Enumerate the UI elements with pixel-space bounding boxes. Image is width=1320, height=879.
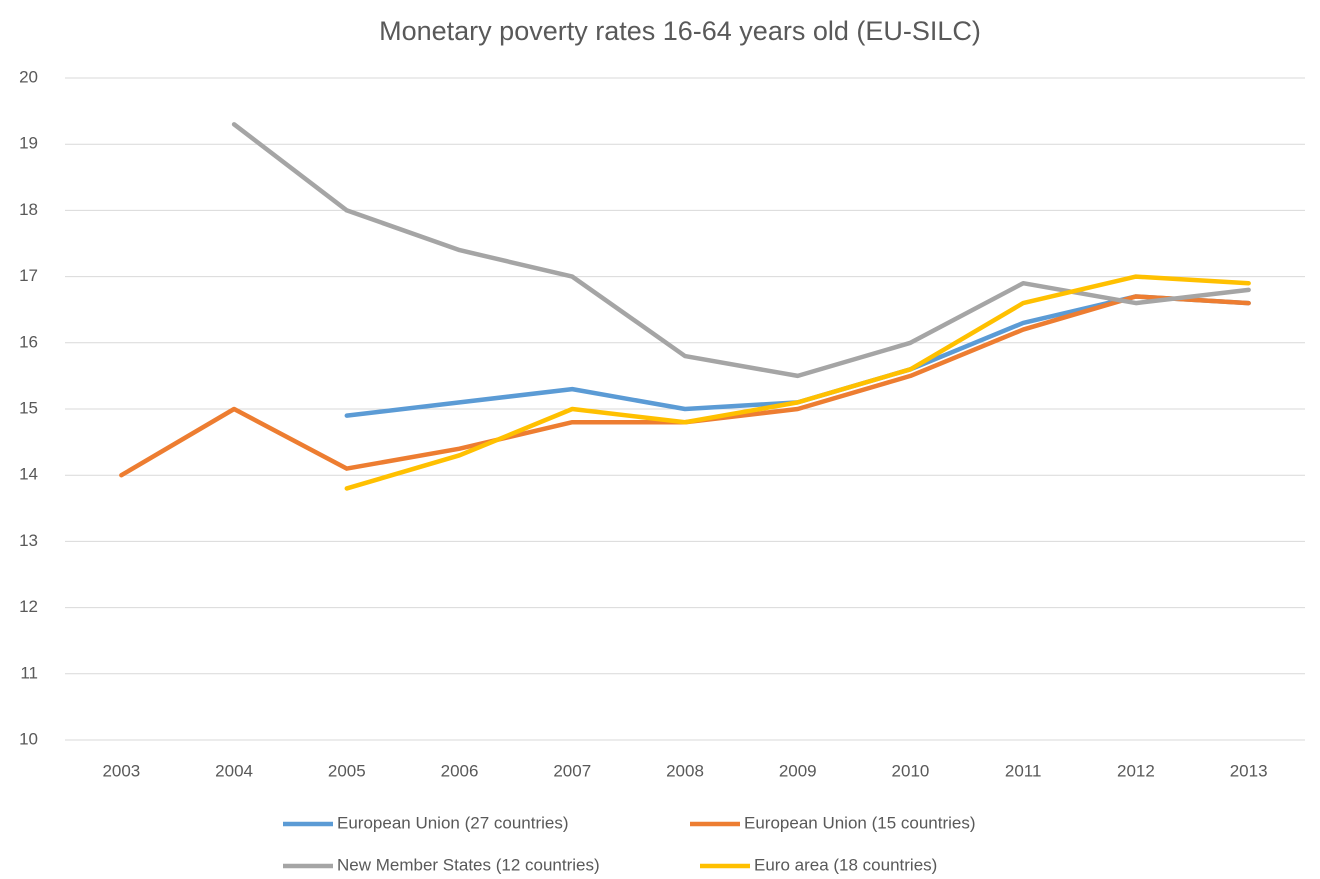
y-tick-label: 19: [19, 134, 38, 153]
x-tick-label: 2006: [441, 761, 479, 780]
series-line: [344, 274, 1251, 491]
x-tick-label: 2010: [892, 761, 930, 780]
y-tick-label: 18: [19, 200, 38, 219]
y-tick-label: 10: [19, 729, 38, 748]
legend-label: European Union (15 countries): [744, 813, 976, 832]
y-tick-label: 14: [19, 465, 38, 484]
legend-label: European Union (27 countries): [337, 813, 569, 832]
chart-title: Monetary poverty rates 16-64 years old (…: [379, 16, 981, 46]
y-tick-label: 17: [19, 266, 38, 285]
series-line: [119, 294, 1251, 478]
y-tick-label: 11: [20, 663, 38, 682]
x-tick-label: 2008: [666, 761, 704, 780]
x-tick-label: 2009: [779, 761, 817, 780]
x-tick-label: 2011: [1005, 761, 1042, 780]
y-tick-label: 20: [19, 67, 38, 86]
y-tick-label: 16: [19, 332, 38, 351]
legend-label: New Member States (12 countries): [337, 855, 600, 874]
x-tick-label: 2012: [1117, 761, 1155, 780]
y-tick-label: 13: [19, 531, 38, 550]
x-tick-label: 2007: [553, 761, 591, 780]
series-line: [231, 122, 1251, 379]
x-tick-label: 2003: [102, 761, 140, 780]
x-tick-label: 2013: [1230, 761, 1268, 780]
y-tick-label: 15: [19, 398, 38, 417]
y-tick-label: 12: [19, 597, 38, 616]
series-line: [344, 294, 1251, 418]
legend-label: Euro area (18 countries): [754, 855, 937, 874]
x-tick-label: 2004: [215, 761, 253, 780]
x-tick-label: 2005: [328, 761, 366, 780]
